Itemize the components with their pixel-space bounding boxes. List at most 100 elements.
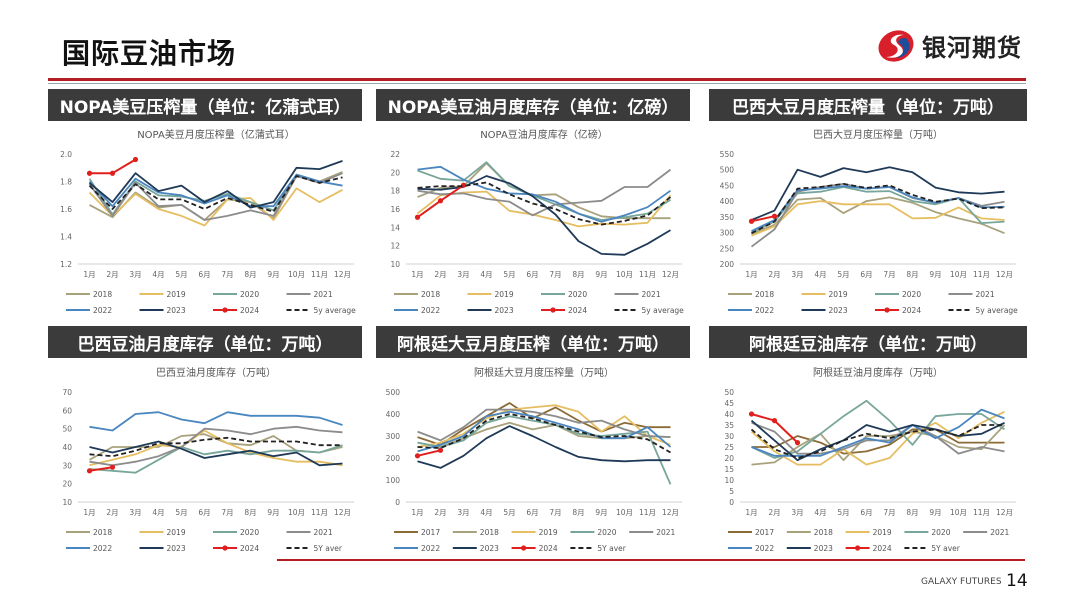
legend-item: 2022 [66, 306, 112, 315]
series-line-2023 [751, 166, 1005, 221]
legend-item: 2021 [629, 528, 676, 537]
y-tick-label: 5 [729, 487, 734, 496]
legend-label: 2023 [480, 544, 499, 553]
x-tick-label: 11月 [639, 270, 656, 279]
legend-label: 2018 [480, 528, 499, 537]
x-tick-label: 11月 [973, 270, 990, 279]
legend-item: 2019 [139, 528, 186, 537]
y-tick-label: 22 [390, 150, 400, 159]
x-tick-label: 9月 [267, 508, 279, 517]
legend-marker [521, 545, 527, 551]
legend-marker [855, 545, 861, 551]
y-tick-label: 10 [390, 260, 400, 269]
series-line-2022 [417, 410, 672, 453]
legend-item: 5y average [614, 306, 684, 315]
y-tick-label: 550 [720, 150, 735, 159]
x-tick-label: 10月 [288, 508, 305, 517]
y-tick-label: 40 [724, 410, 734, 419]
data-point-2024 [748, 218, 755, 224]
x-tick-label: 2月 [434, 270, 446, 279]
series-line-5y-average [751, 183, 1005, 235]
legend-label: 5y average [314, 306, 357, 315]
legend-label: 2021 [976, 290, 995, 299]
x-tick-label: 3月 [129, 508, 141, 517]
legend-item: 2022 [66, 544, 112, 553]
x-tick-label: 2月 [106, 270, 118, 279]
y-tick-label: 12 [390, 242, 400, 251]
legend-marker [222, 545, 228, 551]
legend-item: 2022 [394, 544, 440, 553]
footer-divider [277, 559, 1025, 561]
y-tick-label: 250 [720, 244, 735, 253]
series-line-2023 [88, 160, 343, 209]
chart-title: 阿根廷豆油月度库存（万吨） [813, 366, 943, 379]
y-tick-label: 0 [395, 498, 400, 507]
data-point-2024 [771, 418, 778, 424]
x-tick-label: 8月 [906, 270, 918, 279]
legend-item: 2018 [452, 528, 499, 537]
header-divider-thin [48, 83, 1026, 84]
data-point-2024 [771, 213, 778, 219]
legend-label: 2018 [755, 290, 774, 299]
legend-label: 2024 [902, 306, 921, 315]
y-tick-label: 15 [724, 465, 734, 474]
x-tick-label: 6月 [198, 270, 210, 279]
legend-label: 2022 [421, 544, 440, 553]
y-tick-label: 0 [729, 498, 734, 507]
data-point-2024 [109, 170, 116, 176]
x-tick-label: 2月 [768, 270, 780, 279]
legend-label: 5Y aver [314, 544, 343, 553]
legend-label: 5Y aver [931, 544, 960, 553]
legend-item: 2022 [728, 544, 774, 553]
legend-label: 2020 [568, 290, 587, 299]
y-tick-label: 50 [62, 425, 72, 434]
legend-item: 2023 [467, 306, 514, 315]
y-tick-label: 16 [390, 205, 400, 214]
chart-svg: 阿根廷豆油月度库存（万吨） 0 5 10 15 20 25 30 35 40 45 50 1月 2月 3月 4… [724, 366, 1016, 553]
series-line-2023 [89, 440, 343, 467]
x-tick-label: 4月 [480, 508, 492, 517]
x-tick-label: 1月 [411, 508, 423, 517]
legend-item: 5Y aver [904, 544, 961, 553]
y-tick-label: 35 [724, 421, 734, 430]
legend-label: 2022 [421, 306, 440, 315]
x-tick-label: 9月 [929, 270, 941, 279]
panel-header-argentina-oil-stock: 阿根廷豆油库存（单位：万吨） [709, 326, 1027, 358]
legend-label: 2019 [167, 290, 186, 299]
legend-label: 2019 [829, 290, 848, 299]
legend-item: 2024 [541, 306, 587, 315]
chart-svg: 巴西大豆月度压榨量（万吨） 200 250 300 350 400 450 500 550 1月 2… [720, 128, 1019, 315]
legend-item: 2023 [139, 306, 186, 315]
x-tick-label: 5月 [503, 270, 515, 279]
x-tick-label: 10月 [950, 508, 967, 517]
legend-item: 2017 [394, 528, 440, 537]
y-tick-label: 1.6 [60, 205, 72, 214]
x-tick-label: 1月 [745, 508, 757, 517]
x-tick-label: 5月 [175, 270, 187, 279]
legend-item: 2020 [213, 290, 259, 299]
legend-label: 2022 [93, 544, 112, 553]
legend-label: 2021 [656, 528, 675, 537]
legend-item: 2023 [801, 306, 848, 315]
legend-item: 2023 [786, 544, 833, 553]
y-tick-label: 200 [386, 454, 401, 463]
legend-item: 2021 [286, 528, 333, 537]
legend-marker [884, 307, 890, 313]
legend-item: 2023 [452, 544, 499, 553]
series-line-2021 [89, 425, 343, 467]
data-point-2024 [794, 440, 801, 446]
series-line-5y-aver [417, 413, 671, 454]
x-tick-label: 12月 [662, 270, 679, 279]
x-tick-label: 6月 [526, 508, 538, 517]
legend-label: 2019 [539, 528, 558, 537]
series-line-2018 [751, 196, 1005, 235]
series-line-2020 [89, 444, 343, 474]
legend-item: 2018 [786, 528, 833, 537]
series-line-2022 [417, 165, 672, 223]
chart-svg: 阿根廷大豆月度压榨量（万吨） 0 100 200 300 400 500 1月 2月 3月 4月 5月… [386, 366, 682, 553]
legend-label: 2018 [421, 290, 440, 299]
x-tick-label: 8月 [906, 508, 918, 517]
legend-label: 2021 [314, 528, 333, 537]
legend-label: 2024 [240, 306, 259, 315]
legend-label: 2024 [568, 306, 587, 315]
